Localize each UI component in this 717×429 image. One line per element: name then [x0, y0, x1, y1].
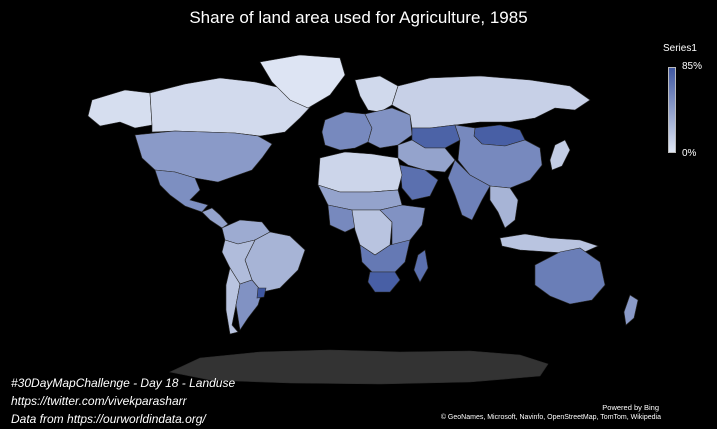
region-southern-africa	[359, 239, 411, 273]
region-japan	[549, 139, 571, 171]
region-india	[447, 159, 491, 221]
region-madagascar	[413, 249, 429, 283]
powered-by-label: Powered by Bing	[602, 403, 659, 412]
region-western-europe	[321, 111, 373, 151]
region-mexico	[154, 169, 209, 213]
region-china	[454, 124, 543, 189]
region-eastern-europe	[364, 107, 413, 149]
region-south-africa	[367, 271, 401, 293]
region-new-zealand	[623, 294, 639, 326]
legend-color-scale	[668, 67, 676, 153]
region-east-africa	[379, 204, 426, 246]
region-russia	[391, 75, 591, 129]
region-saudi-arabia	[399, 164, 439, 201]
region-uruguay	[256, 287, 267, 299]
region-north-africa	[317, 151, 403, 193]
region-australia	[534, 247, 606, 305]
region-scandinavia	[354, 75, 399, 113]
region-alaska	[87, 89, 153, 129]
caption-line-challenge: #30DayMapChallenge - Day 18 - Landuse	[11, 376, 236, 390]
region-greenland	[259, 54, 346, 109]
region-argentina	[235, 279, 263, 331]
caption-line-source: Data from https://ourworldindata.org/	[11, 412, 206, 426]
map-title: Share of land area used for Agriculture,…	[189, 8, 528, 27]
region-antarctica	[169, 349, 549, 385]
region-canada	[149, 77, 316, 137]
legend-series-name: Series1	[663, 43, 697, 54]
caption-line-twitter: https://twitter.com/vivekparasharr	[11, 394, 187, 408]
region-central-america	[201, 207, 229, 229]
legend-min-label: 0%	[682, 148, 697, 159]
map-attribution: © GeoNames, Microsoft, Navinfo, OpenStre…	[440, 414, 661, 421]
legend-max-label: 85%	[682, 61, 703, 72]
region-middle-east	[397, 139, 456, 173]
region-united-states	[134, 130, 273, 183]
region-southeast-asia	[489, 185, 519, 229]
caption-block: #30DayMapChallenge - Day 18 - Landuse ht…	[11, 374, 235, 428]
